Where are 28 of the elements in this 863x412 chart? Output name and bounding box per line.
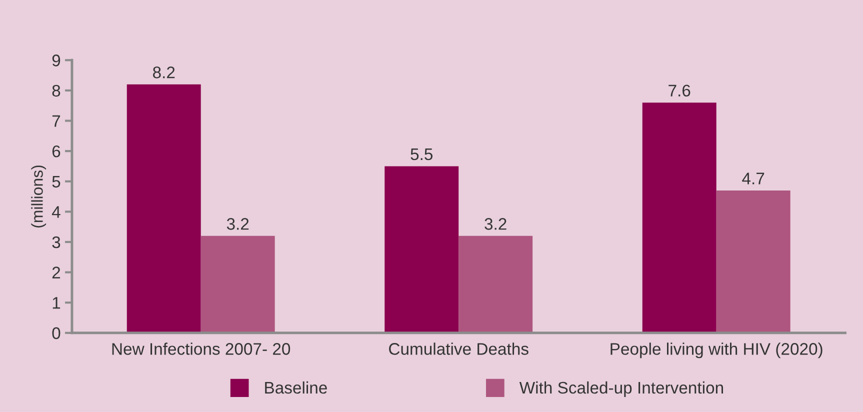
y-tick-label: 9 [52,54,60,66]
bar [384,166,459,333]
y-tick-label: 8 [52,84,60,97]
legend-label: Baseline [265,381,327,394]
y-tick-label: 4 [52,206,60,218]
data-label: 7.6 [668,84,690,97]
bar [200,236,275,333]
bar [642,102,716,333]
y-tick-label: 6 [52,145,60,158]
x-tick-label: New Infections 2007- 20 [112,342,290,355]
legend-label: With Scaled-up Intervention [519,381,723,397]
x-tick-label: Cumulative Deaths [389,342,528,355]
y-axis-title: (millions) [31,166,46,228]
data-label: 5.5 [410,148,432,160]
data-label: 4.7 [742,172,764,184]
data-label: 8.2 [153,66,175,78]
y-tick-label: 5 [52,176,60,188]
data-label: 3.2 [484,218,506,230]
data-label: 3.2 [226,218,249,230]
bar [458,236,533,333]
bar [716,190,790,333]
y-tick-label: 2 [52,266,60,278]
y-tick-label: 0 [52,327,60,340]
bar [126,84,201,333]
y-tick-label: 1 [52,297,60,309]
x-tick-label: People living with HIV (2020) [610,342,822,358]
y-tick-label: 3 [52,236,60,248]
y-tick-label: 7 [52,115,60,127]
